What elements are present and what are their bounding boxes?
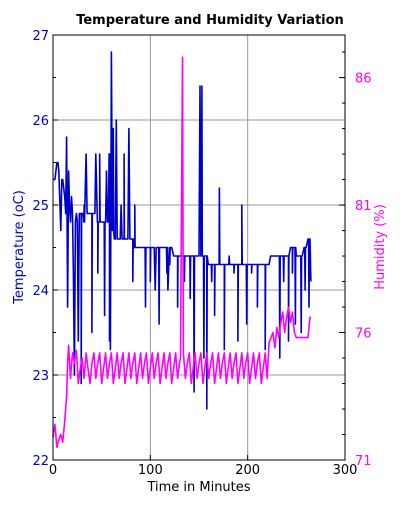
x-tick-label: 100 (138, 463, 163, 478)
y-tick-label-left: 27 (32, 29, 49, 44)
y-axis-label-right: Humidity (%) (373, 204, 388, 290)
y-ticks-right: 71 76 81 86 (339, 51, 372, 469)
y-tick-label-left: 23 (32, 369, 49, 384)
series-line (52, 56, 311, 449)
y-tick-label-right: 71 (355, 454, 372, 469)
y-tick-label-right: 81 (355, 199, 372, 214)
y-tick-label-left: 25 (32, 199, 49, 214)
y-tick-label-left: 24 (32, 284, 49, 299)
y-tick-label-left: 22 (32, 454, 49, 469)
chart-title: Temperature and Humidity Variation (76, 13, 344, 28)
y-axis-label-left: Temperature (oC) (12, 190, 27, 305)
x-tick-label: 0 (49, 463, 57, 478)
y-tick-label-left: 26 (32, 114, 49, 129)
x-axis-label: Time in Minutes (146, 480, 250, 495)
y-tick-label-right: 76 (355, 327, 372, 342)
x-tick-label: 300 (333, 463, 358, 478)
x-tick-label: 200 (235, 463, 260, 478)
x-ticks: 0 100 200 300 (49, 455, 358, 478)
y-tick-label-right: 86 (355, 72, 372, 87)
y-ticks-left: 22 23 24 25 26 27 (32, 29, 58, 469)
humidity-series (52, 56, 311, 449)
